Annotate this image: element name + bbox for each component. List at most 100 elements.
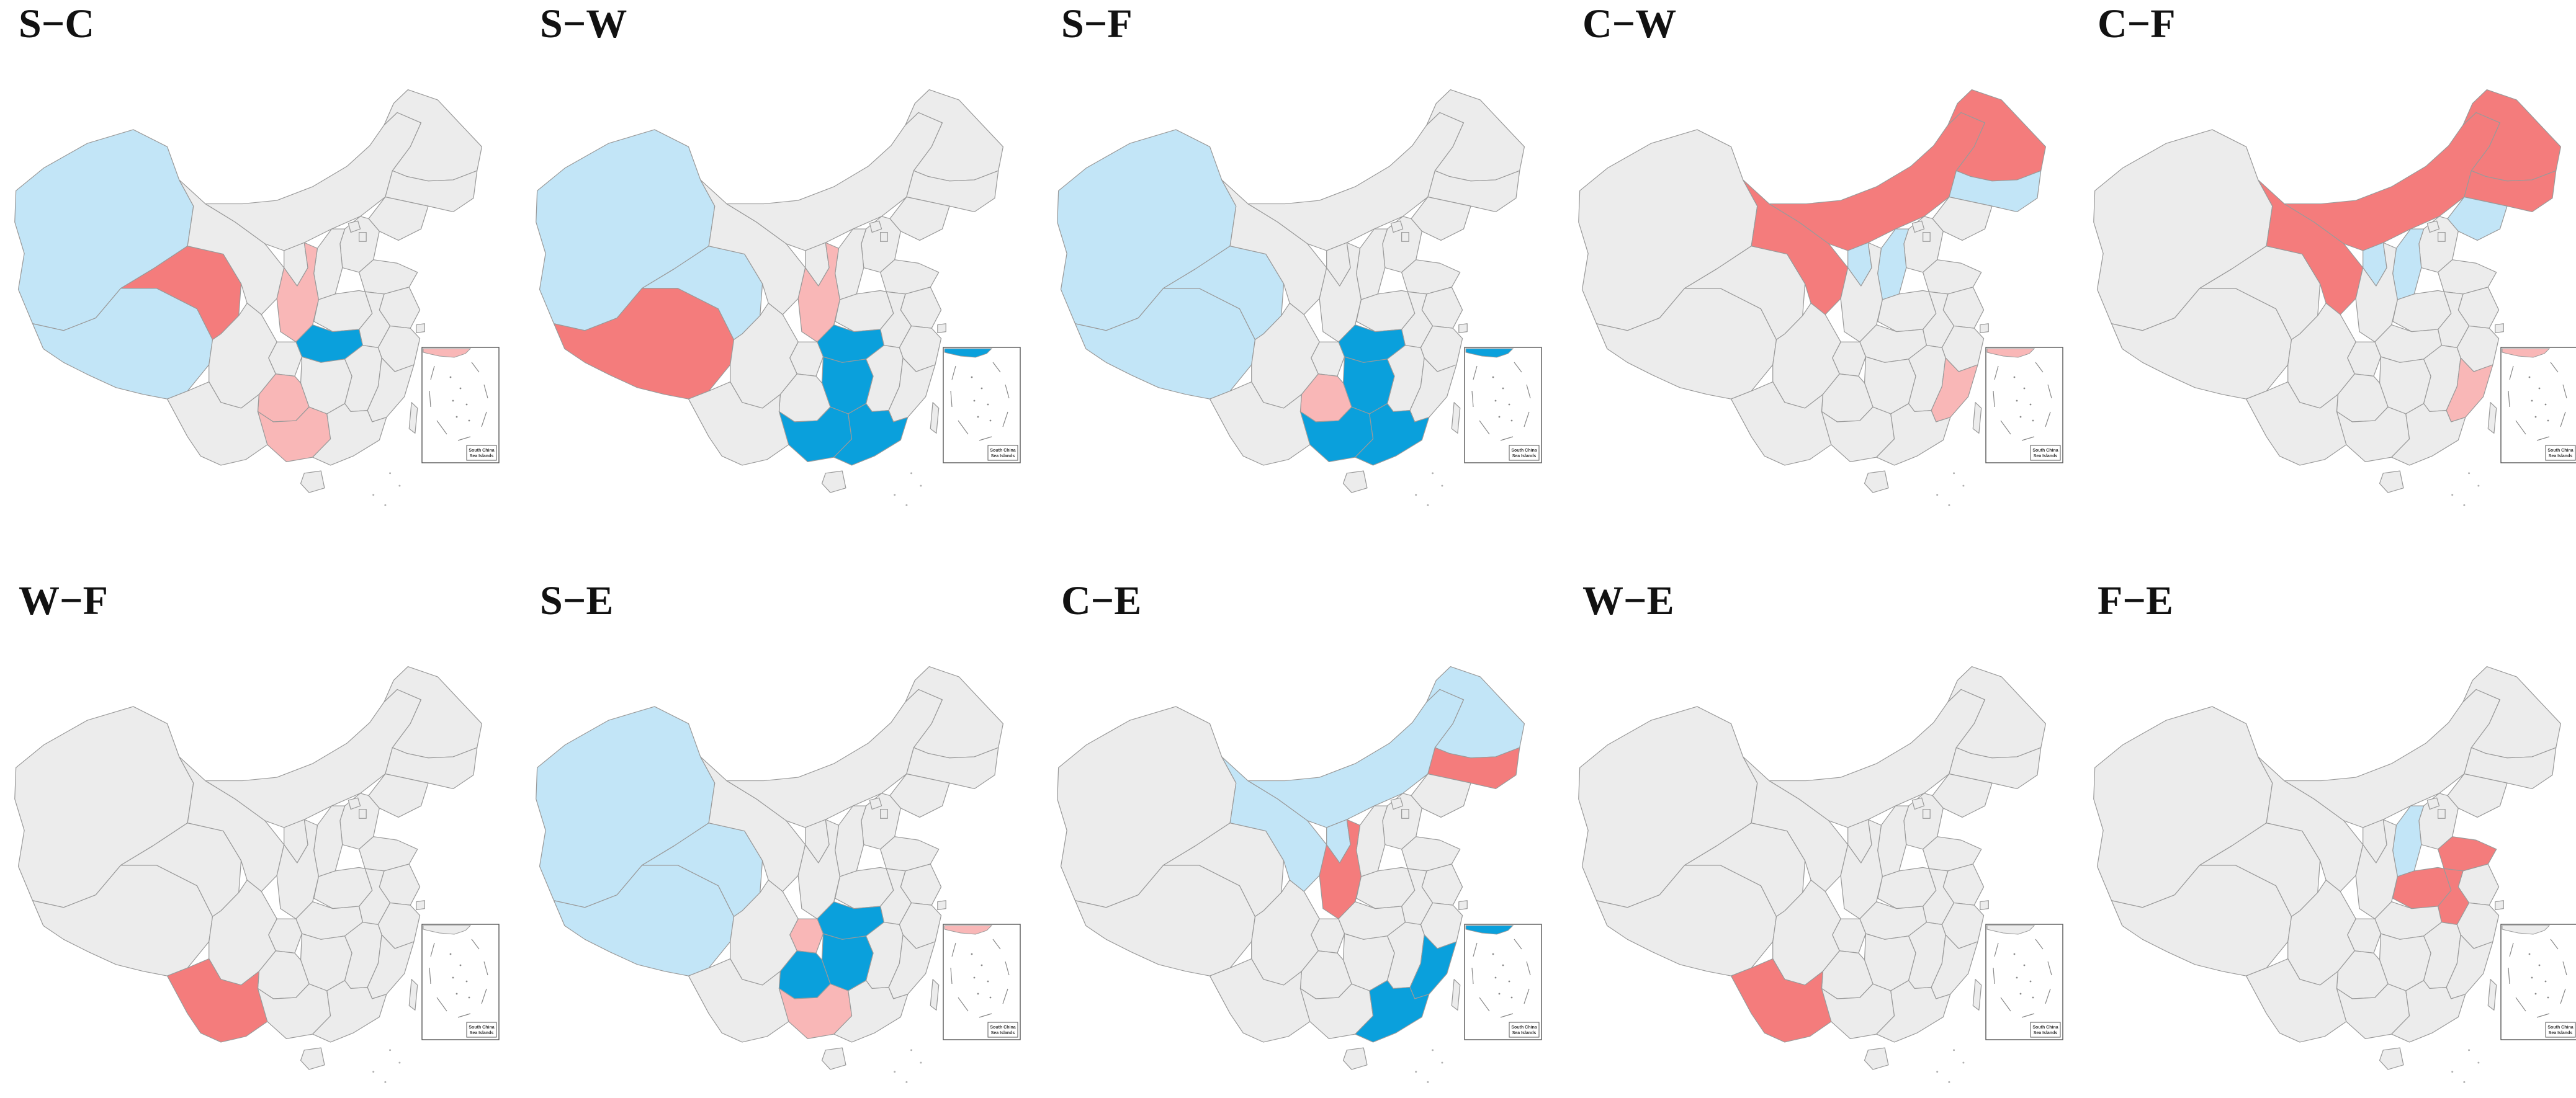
- province-beijing: [869, 797, 882, 810]
- panel-title: S−E: [540, 578, 614, 623]
- inset-island-dot: [465, 980, 468, 983]
- province-xizang: [553, 288, 735, 399]
- inset-label-line1: South China: [990, 1025, 1015, 1030]
- province-taiwan: [408, 979, 418, 1011]
- inset-island-dot: [2547, 419, 2549, 422]
- inset-boundary-dashes: [429, 939, 488, 1018]
- province-guangdong: [1355, 980, 1430, 1043]
- province-shaanxi: [2355, 242, 2398, 342]
- island-dot: [2451, 494, 2454, 496]
- inset-label-line1: South China: [469, 449, 494, 453]
- map-panel-2: S−W South China Sea Islands: [521, 0, 1024, 521]
- inset-coast-region: [2502, 348, 2551, 358]
- province-yunnan: [166, 958, 274, 1043]
- province-shanghai: [416, 323, 425, 334]
- province-guangdong: [312, 403, 387, 466]
- province-xizang: [1074, 288, 1256, 399]
- inset-island-dot: [981, 964, 983, 966]
- province-shanghai: [1980, 900, 1989, 911]
- province-shanxi: [835, 805, 867, 877]
- inset-label-line1: South China: [1511, 449, 1537, 453]
- province-shaanxi: [276, 242, 319, 342]
- province-shanxi: [1877, 805, 1910, 877]
- province-shaanxi: [1319, 819, 1362, 919]
- island-dot: [1427, 504, 1429, 506]
- province-shanghai: [1458, 900, 1468, 911]
- inset-island-dot: [2019, 993, 2022, 995]
- province-tianjin: [1401, 808, 1409, 819]
- province-shaanxi: [276, 819, 319, 919]
- island-dot: [1948, 504, 1950, 506]
- inset-island-dot: [1508, 403, 1510, 406]
- province-beijing: [2426, 220, 2440, 233]
- province-xizang: [1595, 288, 1777, 399]
- inset-island-dot: [452, 976, 454, 979]
- inset-island-dot: [971, 953, 973, 955]
- province-shanxi: [1356, 228, 1388, 300]
- inset-label-line2: Sea Islands: [1512, 454, 1537, 458]
- map-panel-8: C−E South China Sea Islands: [1043, 577, 1545, 1098]
- inset-island-dot: [2019, 416, 2022, 418]
- inset-island-dot: [456, 993, 458, 995]
- province-yunnan: [1730, 382, 1838, 466]
- province-yunnan: [688, 382, 796, 466]
- inset-island-dot: [468, 419, 470, 422]
- province-tianjin: [880, 231, 888, 242]
- inset-label-line2: Sea Islands: [2549, 1031, 2573, 1035]
- province-yunnan: [2245, 382, 2353, 466]
- inset-label-line1: South China: [1511, 1025, 1537, 1030]
- province-layer: [536, 89, 1004, 506]
- map-panel-5: C−F South China Sea Islands: [2079, 0, 2576, 521]
- panel-title: C−W: [1582, 1, 1677, 47]
- province-taiwan: [930, 402, 940, 434]
- inset-label-line1: South China: [469, 1025, 494, 1030]
- inset-island-dot: [1494, 976, 1497, 979]
- island-dot: [384, 504, 387, 506]
- inset-island-dot: [1492, 953, 1494, 955]
- inset-label-box: [2545, 1022, 2576, 1038]
- inset-boundary-dashes: [1993, 939, 2052, 1018]
- province-shaanxi: [2355, 819, 2398, 919]
- province-shanxi: [1877, 228, 1910, 300]
- island-dot: [2477, 1061, 2480, 1064]
- province-tianjin: [359, 231, 367, 242]
- province-shaanxi: [1840, 819, 1883, 919]
- inset-boundary-dashes: [429, 362, 488, 441]
- island-dot: [920, 484, 922, 487]
- province-beijing: [1390, 797, 1404, 810]
- province-shanghai: [2495, 900, 2504, 911]
- inset-frame: [421, 347, 500, 463]
- island-dot: [1432, 1049, 1434, 1051]
- inset-island-dot: [1502, 387, 1504, 390]
- island-dot: [894, 494, 896, 496]
- island-dot: [1962, 484, 1965, 487]
- inset-boundary-dashes: [1471, 939, 1531, 1018]
- province-taiwan: [1972, 979, 1982, 1011]
- map-panel-10: F−E South China Sea Islands: [2079, 577, 2576, 1098]
- province-guangdong: [1876, 980, 1951, 1043]
- inset-island-dot: [981, 387, 983, 390]
- province-hainan: [1342, 470, 1368, 493]
- inset-island-dot: [2538, 387, 2541, 390]
- map-panel-9: W−E South China Sea Islands: [1564, 577, 2067, 1098]
- province-hainan: [1342, 1047, 1368, 1070]
- inset-island-dot: [449, 376, 452, 378]
- province-tianjin: [2438, 808, 2446, 819]
- panel-title: S−C: [19, 1, 94, 47]
- map-panel-3: S−F South China Sea Islands: [1043, 0, 1545, 521]
- inset-label-line1: South China: [2547, 449, 2573, 453]
- province-yunnan: [1209, 382, 1317, 466]
- inset-frame: [1985, 347, 2063, 463]
- inset-frame: [943, 924, 1021, 1040]
- inset-island-dot: [2023, 387, 2026, 390]
- inset-island-dot: [1502, 964, 1504, 966]
- inset-label-box: [2545, 445, 2576, 461]
